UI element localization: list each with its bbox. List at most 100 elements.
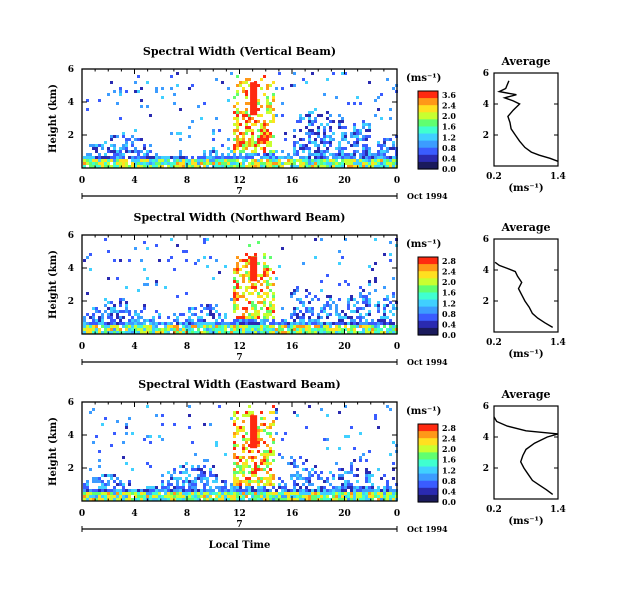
heatmap-cell xyxy=(239,495,242,498)
heatmap-cell xyxy=(134,325,137,328)
heatmap-cell xyxy=(167,471,170,474)
heatmap-cell xyxy=(311,489,314,492)
heatmap-cell xyxy=(113,304,116,307)
heatmap-cell xyxy=(137,165,140,168)
heatmap-cell xyxy=(92,480,95,483)
heatmap-cell xyxy=(308,111,311,114)
heatmap-cell xyxy=(239,471,242,474)
heatmap-cell xyxy=(119,492,122,495)
heatmap-cell xyxy=(203,256,206,259)
heatmap-cell xyxy=(245,126,248,129)
heatmap-cell xyxy=(371,474,374,477)
heatmap-cell xyxy=(242,468,245,471)
heatmap-cell xyxy=(218,495,221,498)
heatmap-cell xyxy=(92,331,95,334)
heatmap-cell xyxy=(281,328,284,331)
heatmap-cell xyxy=(317,159,320,162)
heatmap-cell xyxy=(98,486,101,489)
heatmap-cell xyxy=(302,495,305,498)
heatmap-cell xyxy=(200,489,203,492)
heatmap-cell xyxy=(143,307,146,310)
heatmap-cell xyxy=(311,165,314,168)
heatmap-cell xyxy=(341,117,344,120)
heatmap-cell xyxy=(314,138,317,141)
heatmap-cell xyxy=(338,162,341,165)
heatmap-cell xyxy=(110,310,113,313)
heatmap-cell xyxy=(377,331,380,334)
heatmap-cell xyxy=(374,159,377,162)
heatmap-cell xyxy=(353,322,356,325)
heatmap-cell xyxy=(272,114,275,117)
heatmap-cell xyxy=(269,492,272,495)
heatmap-cell xyxy=(257,159,260,162)
heatmap-cell xyxy=(227,325,230,328)
heatmap-cell xyxy=(236,477,239,480)
heatmap-cell xyxy=(167,165,170,168)
heatmap-cell xyxy=(113,325,116,328)
heatmap-cell xyxy=(119,87,122,90)
heatmap-cell xyxy=(260,453,263,456)
heatmap-cell xyxy=(365,474,368,477)
heatmap-cell xyxy=(266,135,269,138)
heatmap-cell xyxy=(263,450,266,453)
heatmap-cell xyxy=(146,277,149,280)
heatmap-cell xyxy=(335,162,338,165)
heatmap-cell xyxy=(236,286,239,289)
heatmap-cell xyxy=(227,165,230,168)
heatmap-cell xyxy=(269,268,272,271)
heatmap-cell xyxy=(338,298,341,301)
heatmap-cell xyxy=(110,444,113,447)
heatmap-cell xyxy=(254,468,257,471)
heatmap-cell xyxy=(188,495,191,498)
heatmap-cell xyxy=(122,165,125,168)
heatmap-cell xyxy=(92,147,95,150)
heatmap-cell xyxy=(338,262,341,265)
heatmap-cell xyxy=(380,165,383,168)
heatmap-cell xyxy=(236,325,239,328)
heatmap-cell xyxy=(266,111,269,114)
heatmap-cell xyxy=(386,489,389,492)
heatmap-cell xyxy=(218,162,221,165)
heatmap-cell xyxy=(134,319,137,322)
heatmap-cell xyxy=(275,489,278,492)
heatmap-cell xyxy=(101,144,104,147)
heatmap-cell xyxy=(341,328,344,331)
heatmap-cell xyxy=(329,304,332,307)
heatmap-cell xyxy=(377,489,380,492)
heatmap-cell xyxy=(245,480,248,483)
heatmap-cell xyxy=(377,144,380,147)
heatmap-cell xyxy=(377,165,380,168)
heatmap-cell xyxy=(197,156,200,159)
heatmap-cell xyxy=(116,331,119,334)
heatmap-cell xyxy=(164,489,167,492)
heatmap-cell xyxy=(242,307,245,310)
heatmap-cell xyxy=(152,159,155,162)
heatmap-cell xyxy=(188,492,191,495)
heatmap-cell xyxy=(188,498,191,501)
heatmap-cell xyxy=(215,162,218,165)
heatmap-cell xyxy=(107,162,110,165)
heatmap-cell xyxy=(188,325,191,328)
heatmap-cell xyxy=(389,408,392,411)
heatmap-cell xyxy=(260,295,263,298)
heatmap-cell xyxy=(242,465,245,468)
heatmap-cell xyxy=(386,162,389,165)
heatmap-cell xyxy=(98,495,101,498)
heatmap-cell xyxy=(209,313,212,316)
heatmap-cell xyxy=(284,486,287,489)
heatmap-cell xyxy=(182,486,185,489)
colorbar-band xyxy=(418,306,438,311)
heatmap-cell xyxy=(308,319,311,322)
heatmap-cell xyxy=(284,495,287,498)
heatmap-cell xyxy=(197,492,200,495)
heatmap-cell xyxy=(215,165,218,168)
heatmap-cell xyxy=(158,435,161,438)
heatmap-cell xyxy=(365,477,368,480)
colorbar-tick-label: 2.0 xyxy=(442,277,456,287)
heatmap-cell xyxy=(170,322,173,325)
heatmap-cell xyxy=(107,489,110,492)
heatmap-cell xyxy=(257,84,260,87)
heatmap-cell xyxy=(281,102,284,105)
heatmap-cell xyxy=(317,477,320,480)
heatmap-cell xyxy=(200,477,203,480)
